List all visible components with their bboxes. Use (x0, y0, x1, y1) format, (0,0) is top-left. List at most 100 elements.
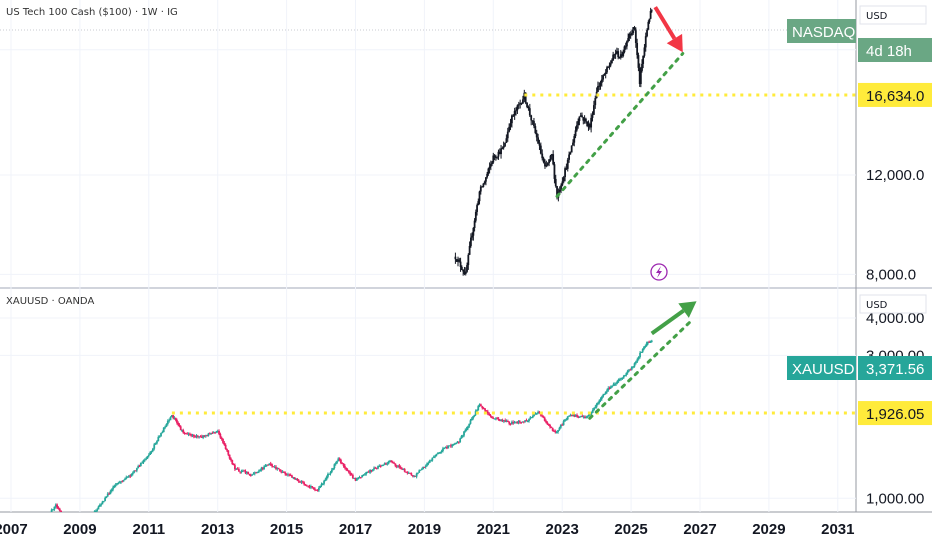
price-candle (185, 433, 187, 435)
symbol-title[interactable]: XAUUSD · OANDA (6, 296, 94, 307)
price-candle (486, 411, 489, 414)
price-candle (478, 404, 481, 407)
price-candle (249, 474, 252, 476)
arrow-head-icon[interactable] (678, 301, 697, 318)
price-candle (597, 402, 599, 405)
price-candle (211, 432, 214, 434)
price-candle (544, 162, 546, 167)
arrow-shaft[interactable] (653, 6, 677, 40)
symbol-tag-label: NASDAQ (792, 24, 855, 41)
price-candle (422, 466, 425, 470)
price-candle (149, 452, 152, 455)
price-candle (390, 460, 393, 463)
price-candle (60, 510, 62, 512)
price-candle (121, 481, 124, 483)
price-candle (591, 114, 594, 118)
price-candle (624, 46, 627, 48)
price-candle (166, 420, 169, 425)
price-candle (497, 418, 500, 421)
price-candle (423, 466, 426, 468)
price-candle (621, 377, 624, 379)
price-candle (183, 432, 186, 434)
price-candle (361, 475, 364, 478)
price-candle (328, 473, 331, 475)
last-value-tag (858, 356, 932, 380)
price-candle (589, 414, 592, 416)
price-candle (238, 469, 240, 472)
price-candle (503, 420, 505, 422)
price-candle (577, 121, 580, 126)
price-candle (599, 82, 602, 86)
price-candle (542, 416, 545, 418)
price-candle (508, 421, 511, 424)
price-candle (514, 422, 517, 424)
price-candle (535, 132, 538, 138)
level-price-value: 16,634.0 (866, 88, 924, 105)
price-candle (466, 426, 469, 429)
price-candle (369, 469, 371, 473)
price-candle (509, 423, 512, 425)
price-candle (317, 487, 320, 491)
symbol-tag[interactable] (787, 19, 856, 43)
symbol-tag[interactable] (787, 356, 856, 380)
price-candle (520, 103, 523, 105)
price-candle (362, 474, 365, 476)
price-candle (248, 474, 251, 476)
price-candle (307, 485, 310, 487)
currency-button[interactable] (859, 294, 927, 314)
price-candle (426, 463, 428, 466)
price-candle (565, 419, 568, 421)
price-candle (476, 410, 478, 412)
price-candle (208, 433, 211, 435)
price-candle (473, 220, 476, 228)
price-candle (458, 259, 461, 262)
price-candle (517, 421, 520, 423)
price-candle (529, 417, 532, 419)
arrow-head-icon[interactable] (666, 33, 683, 53)
price-candle (615, 383, 617, 385)
price-candle (330, 469, 333, 473)
price-candle (117, 482, 120, 484)
price-axis-label: 8,000.0 (866, 266, 916, 283)
price-candle (58, 508, 61, 511)
price-candle (228, 454, 231, 459)
price-candle (355, 478, 358, 481)
price-candle (491, 162, 493, 165)
price-candle (573, 414, 576, 417)
price-candle (386, 463, 389, 465)
price-candle (187, 433, 190, 435)
price-candle (628, 33, 631, 39)
price-candle (636, 359, 639, 362)
price-candle (349, 472, 352, 475)
price-candle (271, 464, 273, 467)
arrow-shaft[interactable] (650, 308, 685, 336)
price-candle (142, 460, 145, 463)
price-candle (354, 477, 357, 481)
price-candle (212, 432, 215, 434)
price-candle (633, 27, 636, 30)
price-candle (621, 54, 623, 56)
price-candle (617, 379, 620, 382)
symbol-tag-label: XAUUSD (792, 361, 855, 378)
symbol-title[interactable]: US Tech 100 Cash ($100) · 1W · IG (6, 7, 178, 18)
price-candle (641, 63, 643, 71)
price-candle (604, 391, 607, 395)
price-axis-label: 12,000.0 (866, 167, 924, 184)
price-candle (497, 151, 500, 157)
price-candle (649, 10, 652, 19)
price-candle (517, 104, 520, 106)
price-candle (459, 438, 462, 443)
price-candle (603, 74, 606, 76)
price-candle (590, 117, 593, 128)
price-candle (501, 148, 504, 150)
price-candle (158, 436, 161, 438)
price-candle (629, 369, 632, 371)
lightning-icon[interactable] (650, 263, 668, 281)
price-candle (554, 178, 557, 187)
price-candle (172, 415, 175, 418)
time-axis-label: 2029 (752, 521, 785, 538)
price-candle (401, 468, 403, 470)
price-candle (214, 432, 216, 434)
currency-button[interactable] (859, 5, 927, 25)
